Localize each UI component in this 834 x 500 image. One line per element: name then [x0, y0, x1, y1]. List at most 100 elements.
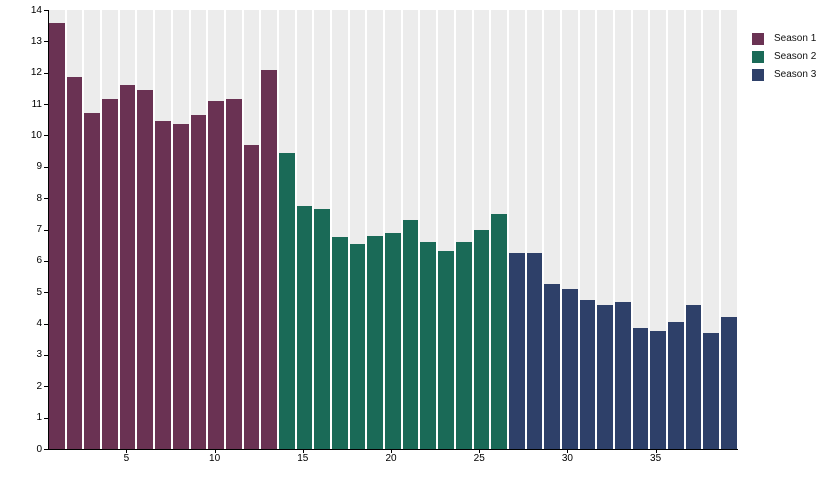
bar-season2-ep11 — [455, 242, 472, 449]
bar-season3-ep12 — [703, 332, 720, 449]
x-tick — [567, 450, 569, 453]
y-tick-label: 8 — [36, 192, 42, 204]
bar-season1-ep8 — [172, 124, 189, 449]
bar-season3-ep6 — [597, 304, 613, 449]
bar-season1-ep1 — [49, 22, 65, 449]
y-tick-label: 13 — [30, 35, 42, 47]
bar-track — [491, 10, 507, 449]
x-tick — [479, 450, 481, 453]
legend-swatch-icon — [752, 51, 764, 63]
bar-track — [455, 10, 472, 449]
x-tick — [655, 450, 657, 453]
y-tick-label: 4 — [36, 318, 42, 330]
bar-track — [332, 10, 348, 449]
bar-track — [243, 10, 260, 449]
y-tick — [44, 41, 48, 43]
bar-track — [721, 10, 737, 449]
bar-track — [119, 10, 136, 449]
y-tick — [44, 10, 48, 11]
y-tick-label: 6 — [36, 255, 42, 267]
y-tick-label: 14 — [30, 4, 42, 16]
bar-season3-ep2 — [526, 253, 543, 449]
bar-track — [66, 10, 83, 449]
bar-season1-ep12 — [243, 144, 260, 449]
bar-season1-ep5 — [119, 85, 136, 449]
bar-track — [438, 10, 454, 449]
bar-season1-ep7 — [155, 121, 171, 449]
x-tick-label: 20 — [385, 453, 397, 464]
bar-season2-ep2 — [296, 205, 313, 449]
bar-season2-ep7 — [385, 232, 401, 449]
plot-area — [49, 10, 737, 449]
x-tick-label: 30 — [561, 453, 573, 464]
bar-season3-ep4 — [561, 289, 578, 449]
y-tick — [44, 198, 48, 200]
bar-season1-ep6 — [137, 89, 154, 449]
bar-track — [685, 10, 702, 449]
bar-season3-ep13 — [721, 317, 737, 449]
bar-track — [650, 10, 667, 449]
x-tick — [391, 450, 392, 453]
bar-track — [420, 10, 437, 449]
y-tick-label: 1 — [36, 412, 42, 424]
bar-track — [172, 10, 189, 449]
bar-track — [473, 10, 490, 449]
y-tick — [44, 229, 48, 231]
bar-track — [597, 10, 613, 449]
bar-season2-ep8 — [402, 220, 419, 449]
x-tick-label: 15 — [297, 453, 309, 464]
bar-season3-ep5 — [579, 300, 596, 449]
bar-season1-ep10 — [208, 100, 224, 449]
y-tick — [44, 72, 48, 74]
legend-label: Season 1 — [774, 33, 817, 44]
bar-season2-ep3 — [314, 209, 330, 449]
x-tick-label: 5 — [123, 453, 130, 464]
legend-item-season2: Season 2 — [752, 51, 816, 63]
y-tick — [44, 292, 48, 294]
y-tick — [44, 104, 48, 106]
bar-season1-ep13 — [261, 69, 277, 449]
x-tick — [302, 450, 304, 453]
bar-season2-ep5 — [349, 243, 366, 449]
y-tick — [44, 260, 48, 262]
legend-item-season1: Season 1 — [752, 33, 816, 45]
y-tick-label: 2 — [36, 380, 42, 392]
legend-label: Season 3 — [774, 69, 817, 80]
bar-season2-ep12 — [473, 229, 490, 449]
bar-season3-ep11 — [685, 304, 702, 449]
y-tick — [44, 323, 48, 325]
y-tick — [44, 449, 48, 450]
x-axis-spine — [44, 449, 738, 450]
bar-track — [225, 10, 242, 449]
y-tick-label: 10 — [30, 129, 42, 141]
y-tick-label: 9 — [36, 161, 42, 173]
bar-season3-ep3 — [544, 284, 560, 449]
y-tick-label: 0 — [36, 443, 42, 455]
bar-track — [385, 10, 401, 449]
bar-track — [137, 10, 154, 449]
bar-track — [155, 10, 171, 449]
bar-season3-ep1 — [508, 253, 525, 449]
bar-track — [579, 10, 596, 449]
bar-track — [261, 10, 277, 449]
x-tick-label: 35 — [650, 453, 662, 464]
bar-season1-ep3 — [84, 113, 101, 449]
legend-item-season3: Season 3 — [752, 69, 816, 81]
bar-track — [703, 10, 720, 449]
bar-track — [208, 10, 224, 449]
y-tick — [44, 135, 48, 137]
bar-track — [278, 10, 295, 449]
x-tick — [126, 450, 128, 453]
y-tick-label: 12 — [30, 67, 42, 79]
y-axis-spine — [48, 10, 49, 450]
y-tick — [44, 166, 48, 168]
bar-season2-ep4 — [332, 237, 348, 449]
bar-season1-ep4 — [102, 99, 118, 449]
y-tick — [44, 386, 48, 388]
bar-track — [49, 10, 65, 449]
bar-season2-ep13 — [491, 213, 507, 449]
bar-track — [561, 10, 578, 449]
x-tick-label: 25 — [473, 453, 485, 464]
bar-track — [102, 10, 118, 449]
bar-track — [632, 10, 649, 449]
